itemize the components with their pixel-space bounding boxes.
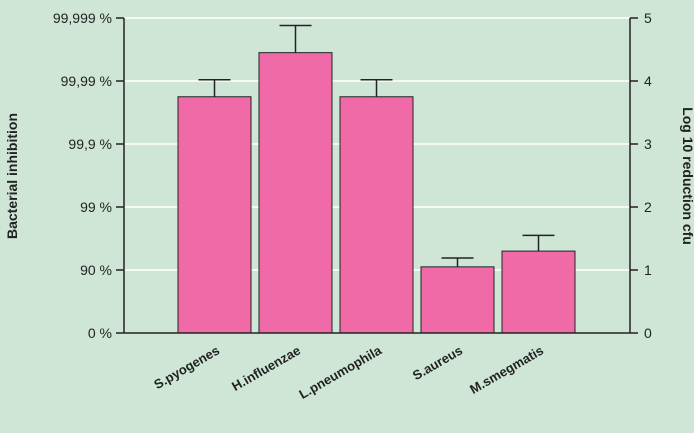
left-tick-label: 90 % (80, 262, 112, 278)
left-tick-label: 99 % (80, 199, 112, 215)
bars (177, 24, 576, 334)
bar (258, 52, 333, 334)
bar (420, 266, 495, 334)
right-tick-label: 3 (644, 136, 652, 152)
axes (116, 17, 638, 334)
right-tick-label: 1 (644, 262, 652, 278)
right-tick-label: 4 (644, 73, 652, 89)
bar (501, 250, 576, 334)
bar (177, 96, 252, 334)
right-tick-label: 5 (644, 10, 652, 26)
left-tick-label: 99,99 % (61, 73, 112, 89)
left-tick-label: 0 % (88, 325, 112, 341)
bar (339, 96, 414, 334)
left-axis-title: Bacterial inhibition (4, 113, 20, 239)
right-axis-title: Log 10 reduction cfu (680, 107, 694, 245)
right-tick-label: 2 (644, 199, 652, 215)
right-tick-label: 0 (644, 325, 652, 341)
left-tick-label: 99,999 % (53, 10, 112, 26)
left-tick-label: 99,9 % (68, 136, 112, 152)
